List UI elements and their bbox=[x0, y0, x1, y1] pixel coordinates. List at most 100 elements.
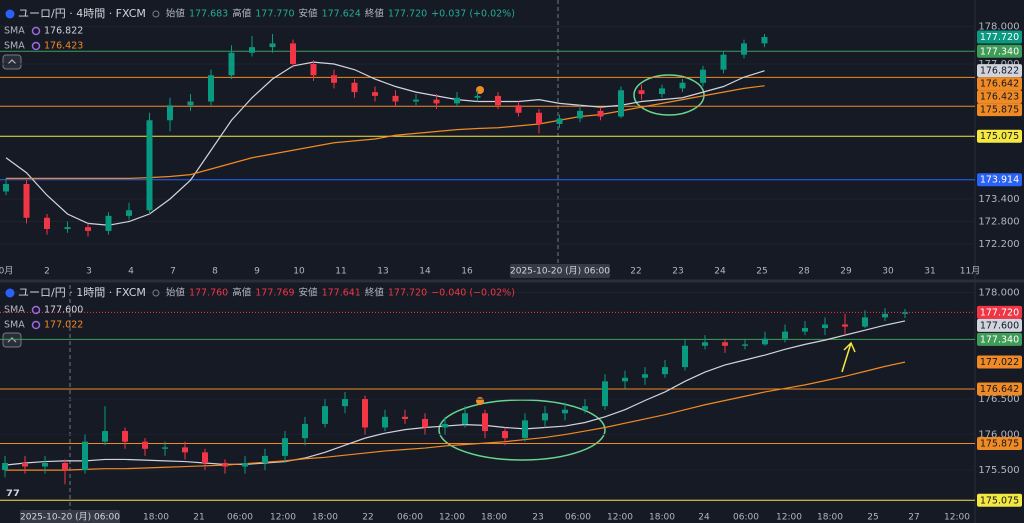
candle-body bbox=[105, 215, 112, 231]
x-tick-label: 22 bbox=[362, 513, 373, 523]
indicator-value: 177.022 bbox=[44, 320, 83, 331]
indicator-value: 177.600 bbox=[44, 305, 83, 316]
candle-body bbox=[187, 101, 194, 106]
x-tick-label: 11月 bbox=[960, 266, 980, 277]
price-tag: 175.875 bbox=[977, 436, 1022, 450]
crosshair-label-bg bbox=[510, 264, 610, 278]
candle-body bbox=[146, 120, 153, 211]
candle-body bbox=[720, 54, 727, 70]
candle-body bbox=[62, 462, 68, 471]
price-tag-label: 177.340 bbox=[980, 334, 1019, 345]
candle-body bbox=[22, 462, 28, 467]
price-tag-bg bbox=[977, 129, 1022, 143]
candle-body bbox=[269, 43, 276, 48]
candle-body bbox=[882, 313, 888, 318]
price-tag-bg bbox=[977, 493, 1022, 507]
price-tag-bg bbox=[977, 382, 1022, 396]
event-marker[interactable] bbox=[476, 397, 484, 405]
x-tick-label: 24 bbox=[714, 267, 726, 277]
candle-body bbox=[722, 342, 728, 346]
x-tick-label: 18:00 bbox=[143, 513, 169, 523]
candle-body bbox=[761, 37, 768, 44]
ohlc-value: 177.641 bbox=[322, 288, 361, 299]
ohlc-value: 177.683 bbox=[189, 9, 228, 20]
x-tick-label: 4 bbox=[128, 267, 134, 277]
x-tick-label: 28 bbox=[798, 267, 810, 277]
ohlc-name: 終値 bbox=[365, 8, 385, 20]
x-tick-label: 18:00 bbox=[817, 513, 843, 523]
candle-body bbox=[122, 431, 128, 442]
candle-body bbox=[638, 90, 645, 95]
price-tag-label: 177.600 bbox=[980, 320, 1019, 331]
candle-body bbox=[515, 105, 522, 113]
price-tag-bg bbox=[977, 305, 1022, 319]
crosshair-label-bg bbox=[20, 510, 120, 523]
x-tick-label: 06:00 bbox=[733, 513, 759, 523]
ohlc-value: 177.769 bbox=[255, 288, 294, 299]
candle-body bbox=[362, 399, 368, 428]
y-tick-label: 172.800 bbox=[978, 217, 1019, 228]
y-tick-label: 176.500 bbox=[978, 394, 1019, 405]
highlight-ellipse bbox=[438, 399, 606, 461]
candle-body bbox=[182, 447, 188, 453]
candle-body bbox=[372, 92, 378, 96]
candle-body bbox=[662, 367, 668, 375]
price-tag-bg bbox=[977, 103, 1022, 117]
candle-body bbox=[64, 227, 71, 230]
x-tick-label: 2 bbox=[44, 267, 50, 277]
change: −0.040 (−0.02%) bbox=[431, 288, 515, 299]
price-tag: 177.340 bbox=[977, 332, 1022, 346]
y-tick-label: 178.000 bbox=[978, 288, 1019, 299]
x-tick-label: 30 bbox=[882, 267, 894, 277]
ohlc-name: 安値 bbox=[299, 287, 319, 299]
candle-body bbox=[142, 441, 148, 449]
candle-body bbox=[282, 438, 288, 456]
candle-body bbox=[682, 345, 688, 368]
x-tick-label: 12:00 bbox=[944, 513, 970, 523]
indicator-icon bbox=[31, 320, 41, 330]
candle-body bbox=[582, 406, 588, 410]
candle-body bbox=[85, 227, 91, 231]
x-tick-label: 13 bbox=[377, 267, 388, 277]
sma-line bbox=[6, 85, 765, 179]
crosshair-label: 2025-10-20 (月) 06:00 bbox=[20, 512, 120, 523]
price-tag-bg bbox=[977, 173, 1022, 187]
candle-body bbox=[454, 97, 460, 104]
x-tick-label: 11 bbox=[335, 267, 346, 277]
x-tick-label: 18:00 bbox=[312, 513, 338, 523]
crosshair-label: 2025-10-20 (月) 06:00 bbox=[510, 266, 610, 277]
candle-body bbox=[382, 416, 388, 428]
x-tick-label: 12:00 bbox=[776, 513, 802, 523]
price-tag-bg bbox=[977, 30, 1022, 44]
eye-icon bbox=[152, 10, 160, 18]
candle-body bbox=[597, 110, 604, 117]
x-tick-label: 12:00 bbox=[270, 513, 296, 523]
x-tick-label: 06:00 bbox=[397, 513, 423, 523]
symbol-icon bbox=[5, 288, 15, 298]
x-tick-label: 18:00 bbox=[649, 513, 675, 523]
sma-line bbox=[4, 320, 906, 466]
candle-body bbox=[208, 75, 214, 102]
price-tag-label: 173.914 bbox=[980, 175, 1019, 186]
x-tick-label: 12:00 bbox=[607, 513, 633, 523]
price-tag-bg bbox=[977, 90, 1022, 104]
collapse-button[interactable] bbox=[2, 54, 22, 348]
candle-body bbox=[102, 431, 108, 442]
x-tick-label: 23 bbox=[532, 513, 543, 523]
price-tag: 176.423 bbox=[977, 90, 1022, 104]
x-tick-label: 3 bbox=[86, 267, 92, 277]
indicator-icon bbox=[31, 41, 41, 51]
candle-body bbox=[700, 69, 706, 83]
price-tag: 177.022 bbox=[977, 355, 1022, 369]
candle-body bbox=[331, 75, 337, 83]
y-tick-label: 176.000 bbox=[978, 430, 1019, 441]
price-tag-label: 177.340 bbox=[980, 46, 1019, 57]
candle-body bbox=[474, 95, 481, 98]
candle-body bbox=[228, 52, 235, 76]
candle-body bbox=[602, 381, 608, 407]
candle-body bbox=[822, 324, 828, 329]
x-tick-label: 21 bbox=[193, 513, 204, 523]
price-tag: 173.914 bbox=[977, 173, 1022, 187]
